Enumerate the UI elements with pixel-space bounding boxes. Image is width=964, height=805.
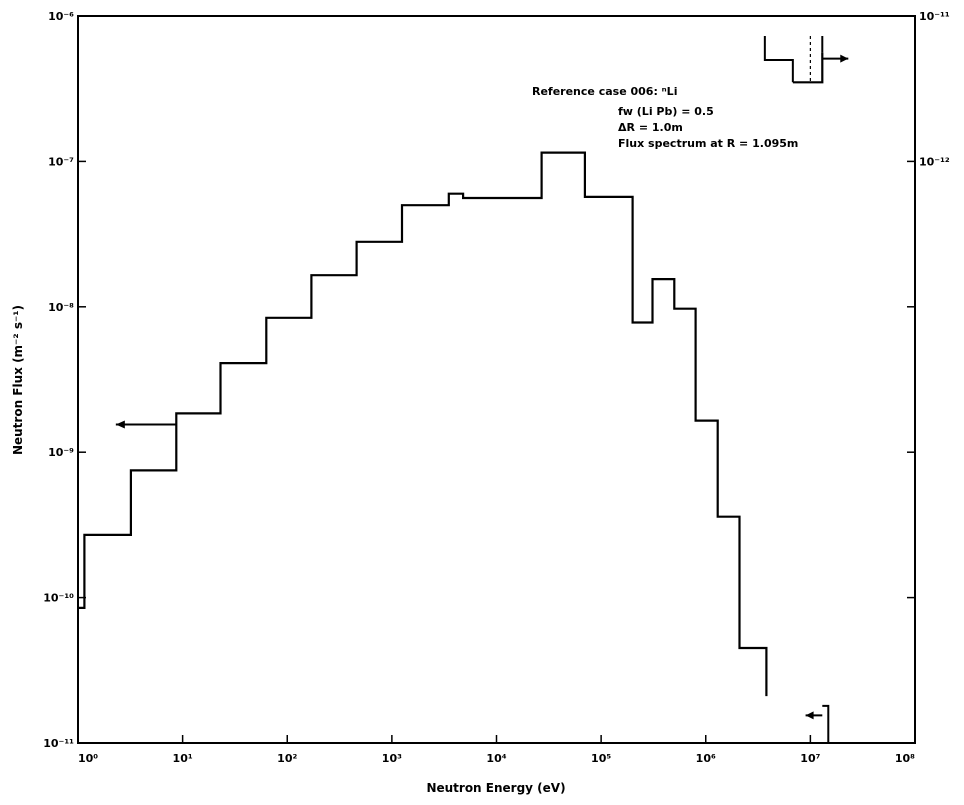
annotation-flux-spectrum: Flux spectrum at R = 1.095m xyxy=(618,137,798,150)
y-left-tick-label: 10⁻¹⁰ xyxy=(43,592,74,605)
flux-series-0 xyxy=(78,151,768,697)
x-tick-label: 10⁸ xyxy=(895,752,915,765)
annotation-fw-ratio: fw (Li Pb) = 0.5 xyxy=(618,105,714,118)
annotation-reference-case: Reference case 006: ⁿLi xyxy=(532,85,677,98)
y-axis-right-ticks: 10⁻¹² 10⁻¹¹ xyxy=(907,10,950,744)
flux-series-1 xyxy=(792,52,824,84)
series-layer xyxy=(78,52,824,697)
y-right-tick-label: 10⁻¹² xyxy=(919,155,950,168)
left-arrow-head xyxy=(115,420,125,429)
right-arrow-head xyxy=(840,54,849,63)
x-axis-label: Neutron Energy (eV) xyxy=(426,781,565,795)
y-left-tick-label: 10⁻⁶ xyxy=(48,10,74,23)
y-axis-label: Neutron Flux (m⁻² s⁻¹) xyxy=(11,305,25,455)
x-tick-label: 10⁷ xyxy=(800,752,820,765)
lower-bracket xyxy=(822,704,830,743)
inset-left-drop xyxy=(763,36,794,83)
y-left-tick-label: 10⁻⁹ xyxy=(48,446,74,459)
x-tick-label: 10⁶ xyxy=(696,752,716,765)
x-tick-label: 10² xyxy=(277,752,297,765)
x-tick-label: 10⁵ xyxy=(591,752,611,765)
x-tick-label: 10⁰ xyxy=(78,752,98,765)
annotation-delta-r: ΔR = 1.0m xyxy=(618,121,683,134)
x-tick-label: 10³ xyxy=(382,752,402,765)
y-left-tick-label: 10⁻⁷ xyxy=(48,155,74,168)
x-axis-ticks: 10⁰ 10¹ 10² 10³ 10⁴ 10⁵ 10⁶ 10⁷ 10⁸ xyxy=(77,735,916,765)
decorations-layer xyxy=(115,36,849,743)
y-left-tick-label: 10⁻⁸ xyxy=(48,301,74,314)
x-tick-label: 10⁴ xyxy=(486,752,506,765)
y-right-tick-label: 10⁻¹¹ xyxy=(919,10,950,23)
y-axis-left-ticks: 10⁻¹¹ 10⁻¹⁰ 10⁻⁹ 10⁻⁸ 10⁻⁷ 10⁻⁶ xyxy=(43,10,86,750)
plot-frame xyxy=(77,15,916,744)
y-left-tick-label: 10⁻¹¹ xyxy=(43,737,74,750)
x-tick-label: 10¹ xyxy=(173,752,193,765)
lower-arrow-head xyxy=(805,711,814,720)
